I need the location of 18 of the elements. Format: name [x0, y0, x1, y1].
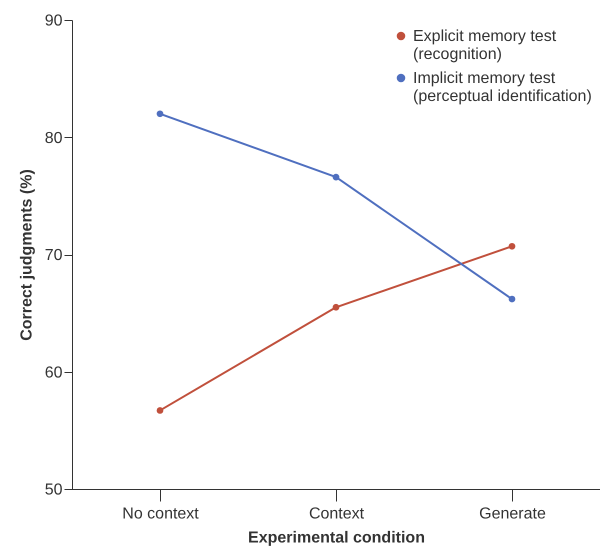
y-tick-label: 80 — [44, 130, 63, 147]
point — [156, 407, 164, 414]
x-tick-label: Generate — [479, 506, 546, 522]
y-tick-label: 60 — [44, 364, 63, 382]
y-tick-label: 70 — [44, 247, 63, 264]
x-axis-title: Experimental condition — [248, 530, 425, 546]
point — [156, 110, 164, 118]
point — [332, 304, 340, 311]
legend-label: Implicit memory test (perceptual identification) — [413, 70, 592, 105]
x-tick-label: No context — [122, 506, 200, 522]
point — [332, 174, 340, 180]
y-tick-label: 50 — [44, 482, 63, 498]
legend-label: Explicit memory test (recognition) — [413, 28, 557, 63]
x-tick-label: Context — [308, 506, 365, 522]
point — [508, 242, 516, 250]
y-axis-title: Correct judgments (%) — [18, 169, 36, 341]
point — [508, 296, 516, 302]
y-tick-label: 90 — [44, 12, 63, 30]
